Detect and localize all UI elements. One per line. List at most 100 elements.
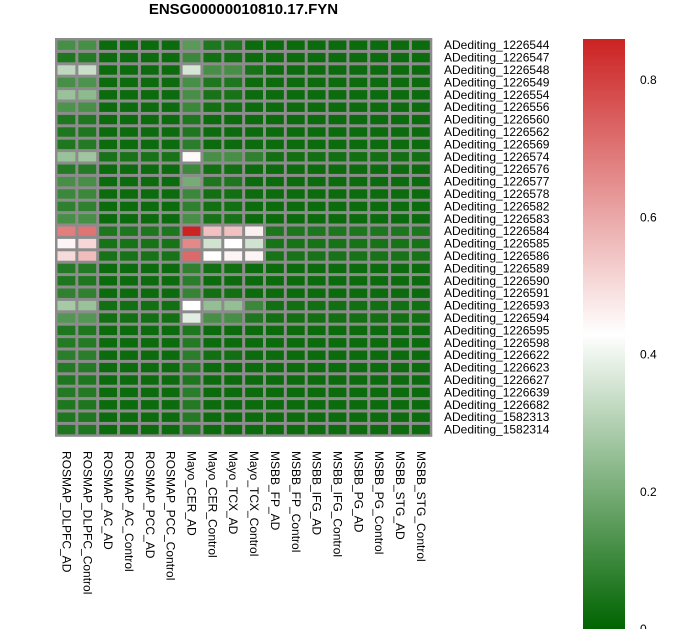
heatmap-cell: [328, 375, 347, 385]
heatmap-cell: [370, 387, 389, 398]
heatmap-cell: [266, 102, 284, 112]
heatmap-cell: [224, 201, 243, 212]
row-label: ADediting_1226590: [444, 274, 550, 288]
heatmap-cell: [286, 251, 305, 261]
heatmap-cell: [411, 90, 430, 100]
heatmap-cell: [99, 164, 118, 174]
heatmap-cell: [411, 375, 430, 385]
heatmap-cell: [182, 276, 201, 286]
heatmap-cell: [57, 226, 76, 236]
row-label: ADediting_1226549: [444, 75, 550, 89]
heatmap-cell: [307, 313, 326, 323]
heatmap-cell: [182, 214, 201, 224]
heatmap-cell: [161, 114, 180, 125]
heatmap-cell: [203, 313, 222, 323]
heatmap-cell: [78, 251, 97, 261]
heatmap-cell: [57, 338, 76, 348]
heatmap-cell: [328, 214, 347, 224]
heatmap-cell: [161, 164, 180, 174]
heatmap-cell: [266, 65, 284, 75]
heatmap-cell: [411, 362, 430, 373]
heatmap-cell: [78, 375, 97, 385]
heatmap-cell: [307, 52, 326, 63]
heatmap-cell: [120, 189, 138, 199]
heatmap-cell: [266, 52, 284, 63]
heatmap-cell: [245, 214, 263, 224]
heatmap-cell: [224, 350, 243, 360]
heatmap-cell: [245, 139, 263, 150]
heatmap-cell: [411, 65, 430, 75]
heatmap-cell: [349, 52, 368, 63]
column-label: ROSMAP_PCC_Control: [164, 451, 178, 580]
heatmap-cell: [99, 300, 118, 311]
heatmap-cell: [140, 102, 159, 112]
heatmap-cell: [224, 176, 243, 187]
heatmap-cell: [411, 152, 430, 162]
heatmap-cell: [328, 387, 347, 398]
heatmap-cell: [349, 251, 368, 261]
heatmap-cell: [99, 152, 118, 162]
heatmap-cell: [266, 114, 284, 125]
heatmap-cell: [161, 387, 180, 398]
heatmap-cell: [161, 325, 180, 336]
row-label: ADediting_1226569: [444, 137, 550, 151]
heatmap-cell: [245, 189, 263, 199]
heatmap-cell: [266, 362, 284, 373]
heatmap-cell: [57, 238, 76, 249]
heatmap-cell: [78, 40, 97, 50]
heatmap-cell: [266, 90, 284, 100]
heatmap-cell: [370, 226, 389, 236]
heatmap-cell: [140, 90, 159, 100]
heatmap-cell: [203, 40, 222, 50]
heatmap-cell: [120, 201, 138, 212]
heatmap-cell: [286, 238, 305, 249]
heatmap-cell: [349, 226, 368, 236]
column-label: ROSMAP_DLPFC_Control: [80, 451, 94, 594]
heatmap-cell: [120, 276, 138, 286]
heatmap-cell: [161, 263, 180, 274]
row-label: ADediting_1226582: [444, 199, 550, 213]
heatmap-cell: [57, 189, 76, 199]
heatmap-cell: [140, 251, 159, 261]
heatmap-cell: [224, 313, 243, 323]
heatmap-cell: [224, 189, 243, 199]
heatmap-cell: [203, 251, 222, 261]
heatmap-cell: [245, 300, 263, 311]
heatmap-cell: [307, 362, 326, 373]
heatmap-cell: [120, 152, 138, 162]
heatmap-cell: [224, 362, 243, 373]
heatmap-cell: [391, 176, 409, 187]
heatmap-cell: [203, 77, 222, 88]
heatmap-cell: [245, 350, 263, 360]
heatmap-cell: [78, 338, 97, 348]
heatmap-cell: [224, 127, 243, 137]
heatmap-cell: [182, 77, 201, 88]
heatmap-cell: [78, 313, 97, 323]
heatmap-cell: [140, 127, 159, 137]
heatmap-cell: [307, 127, 326, 137]
heatmap-cell: [307, 300, 326, 311]
heatmap-cell: [99, 276, 118, 286]
heatmap-cell: [391, 139, 409, 150]
heatmap-cell: [370, 214, 389, 224]
heatmap-cell: [286, 40, 305, 50]
heatmap-cell: [286, 263, 305, 274]
heatmap-cell: [328, 90, 347, 100]
heatmap-cell: [78, 164, 97, 174]
heatmap-cell: [224, 375, 243, 385]
row-label: ADediting_1226593: [444, 299, 550, 313]
heatmap-cell: [307, 226, 326, 236]
heatmap-cell: [140, 226, 159, 236]
heatmap-cell: [99, 263, 118, 274]
heatmap-cell: [78, 412, 97, 422]
heatmap-cell: [57, 300, 76, 311]
heatmap-cell: [286, 300, 305, 311]
heatmap-cell: [224, 77, 243, 88]
heatmap-cell: [370, 127, 389, 137]
heatmap-cell: [328, 226, 347, 236]
heatmap-cell: [224, 102, 243, 112]
heatmap-cell: [182, 238, 201, 249]
row-label: ADediting_1226547: [444, 51, 550, 65]
heatmap-cell: [99, 375, 118, 385]
heatmap-cell: [161, 65, 180, 75]
